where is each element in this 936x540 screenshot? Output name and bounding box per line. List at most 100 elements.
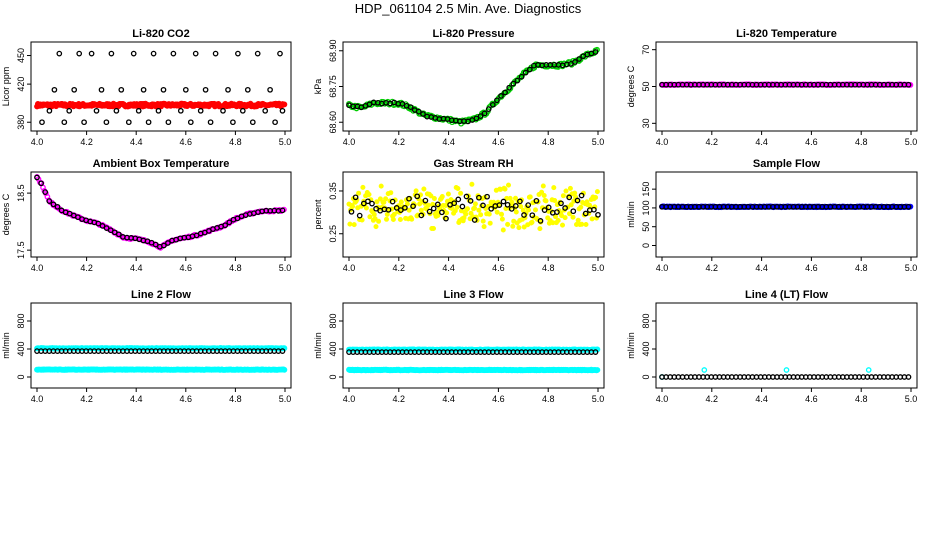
x-tick-label: 4.0 — [343, 137, 356, 147]
x-tick-label: 4.6 — [492, 263, 505, 273]
data-point — [113, 107, 120, 114]
data-point — [356, 212, 363, 219]
data-point — [505, 182, 511, 188]
data-point — [529, 219, 535, 225]
data-point — [533, 197, 540, 204]
y-tick-label: 68.75 — [328, 75, 338, 98]
data-point — [108, 50, 115, 57]
y-axis-label: degrees C — [1, 193, 11, 235]
data-point — [349, 204, 355, 210]
y-axis-label: percent — [313, 199, 323, 230]
y-tick-label: 150 — [641, 182, 651, 197]
x-tick-label: 4.0 — [656, 394, 669, 404]
data-point — [160, 86, 167, 93]
data-point — [525, 202, 532, 208]
data-point — [545, 204, 552, 211]
data-point — [383, 196, 389, 202]
x-tick-label: 4.4 — [130, 394, 143, 404]
data-point — [249, 119, 256, 126]
data-point — [498, 211, 504, 217]
data-point — [579, 221, 585, 227]
data-point — [506, 84, 513, 91]
data-point — [566, 194, 573, 201]
data-point — [551, 185, 557, 191]
y-tick-label: 100 — [641, 200, 651, 215]
data-point — [570, 208, 577, 215]
data-point — [527, 194, 533, 200]
data-point — [481, 224, 487, 230]
data-point — [592, 49, 599, 55]
data-point — [374, 199, 380, 205]
data-point — [477, 113, 484, 119]
data-point — [389, 198, 396, 205]
data-point — [222, 222, 229, 229]
data-point — [554, 209, 560, 215]
data-point — [444, 210, 450, 216]
x-tick-label: 4.0 — [343, 394, 356, 404]
x-tick-label: 4.2 — [80, 263, 93, 273]
data-point — [905, 81, 912, 88]
data-point — [202, 86, 209, 93]
data-point — [595, 211, 601, 218]
x-tick-label: 5.0 — [905, 263, 918, 273]
data-point — [487, 220, 493, 226]
x-tick-label: 4.6 — [492, 394, 505, 404]
data-point — [576, 56, 582, 62]
data-point — [404, 201, 410, 207]
data-point — [539, 189, 545, 195]
x-tick-label: 4.2 — [706, 137, 719, 147]
data-point — [489, 101, 496, 108]
x-tick-label: 4.4 — [130, 137, 143, 147]
data-point — [516, 225, 522, 231]
y-axis-label: Licor ppm — [1, 67, 11, 107]
data-point — [455, 186, 461, 192]
data-point — [76, 50, 83, 57]
y-tick-label: 800 — [16, 313, 26, 328]
data-point — [562, 205, 568, 211]
data-point — [135, 107, 142, 114]
data-point — [502, 186, 508, 192]
data-point — [428, 193, 434, 199]
data-point — [272, 119, 278, 126]
plot-frame-7 — [342, 302, 605, 389]
data-point — [558, 200, 564, 207]
y-tick-label: 0 — [16, 374, 26, 379]
y-axis-label: ml/min — [626, 332, 636, 359]
y-tick-label: 400 — [16, 341, 26, 356]
data-point — [418, 212, 425, 219]
data-point — [225, 86, 231, 93]
plot-frame-0 — [30, 41, 292, 132]
x-tick-label: 5.0 — [905, 394, 918, 404]
data-point — [443, 203, 449, 209]
plot-title-3: Ambient Box Temperature — [93, 158, 230, 170]
x-tick-label: 4.0 — [31, 263, 44, 273]
data-point — [277, 50, 283, 57]
data-point — [244, 86, 251, 93]
x-tick-label: 4.2 — [706, 263, 719, 273]
data-point — [578, 204, 584, 210]
data-point — [480, 202, 486, 209]
x-tick-label: 4.4 — [755, 263, 768, 273]
x-tick-label: 5.0 — [279, 263, 292, 273]
data-point — [559, 222, 565, 228]
data-point — [165, 119, 172, 126]
data-point — [182, 86, 189, 93]
data-point — [572, 59, 578, 65]
data-point — [445, 191, 451, 197]
data-point — [230, 119, 236, 126]
x-tick-label: 5.0 — [905, 137, 918, 147]
data-point — [498, 93, 504, 99]
data-point — [390, 217, 396, 223]
x-tick-label: 4.2 — [393, 394, 406, 404]
data-point — [434, 201, 441, 208]
data-point — [504, 201, 511, 208]
data-point — [125, 119, 132, 126]
data-point — [510, 80, 517, 87]
data-point — [103, 119, 110, 126]
data-point — [88, 50, 95, 57]
data-point — [262, 107, 269, 114]
data-point — [439, 209, 445, 216]
data-point — [348, 208, 355, 215]
x-tick-label: 4.2 — [706, 394, 719, 404]
data-point — [402, 204, 408, 211]
